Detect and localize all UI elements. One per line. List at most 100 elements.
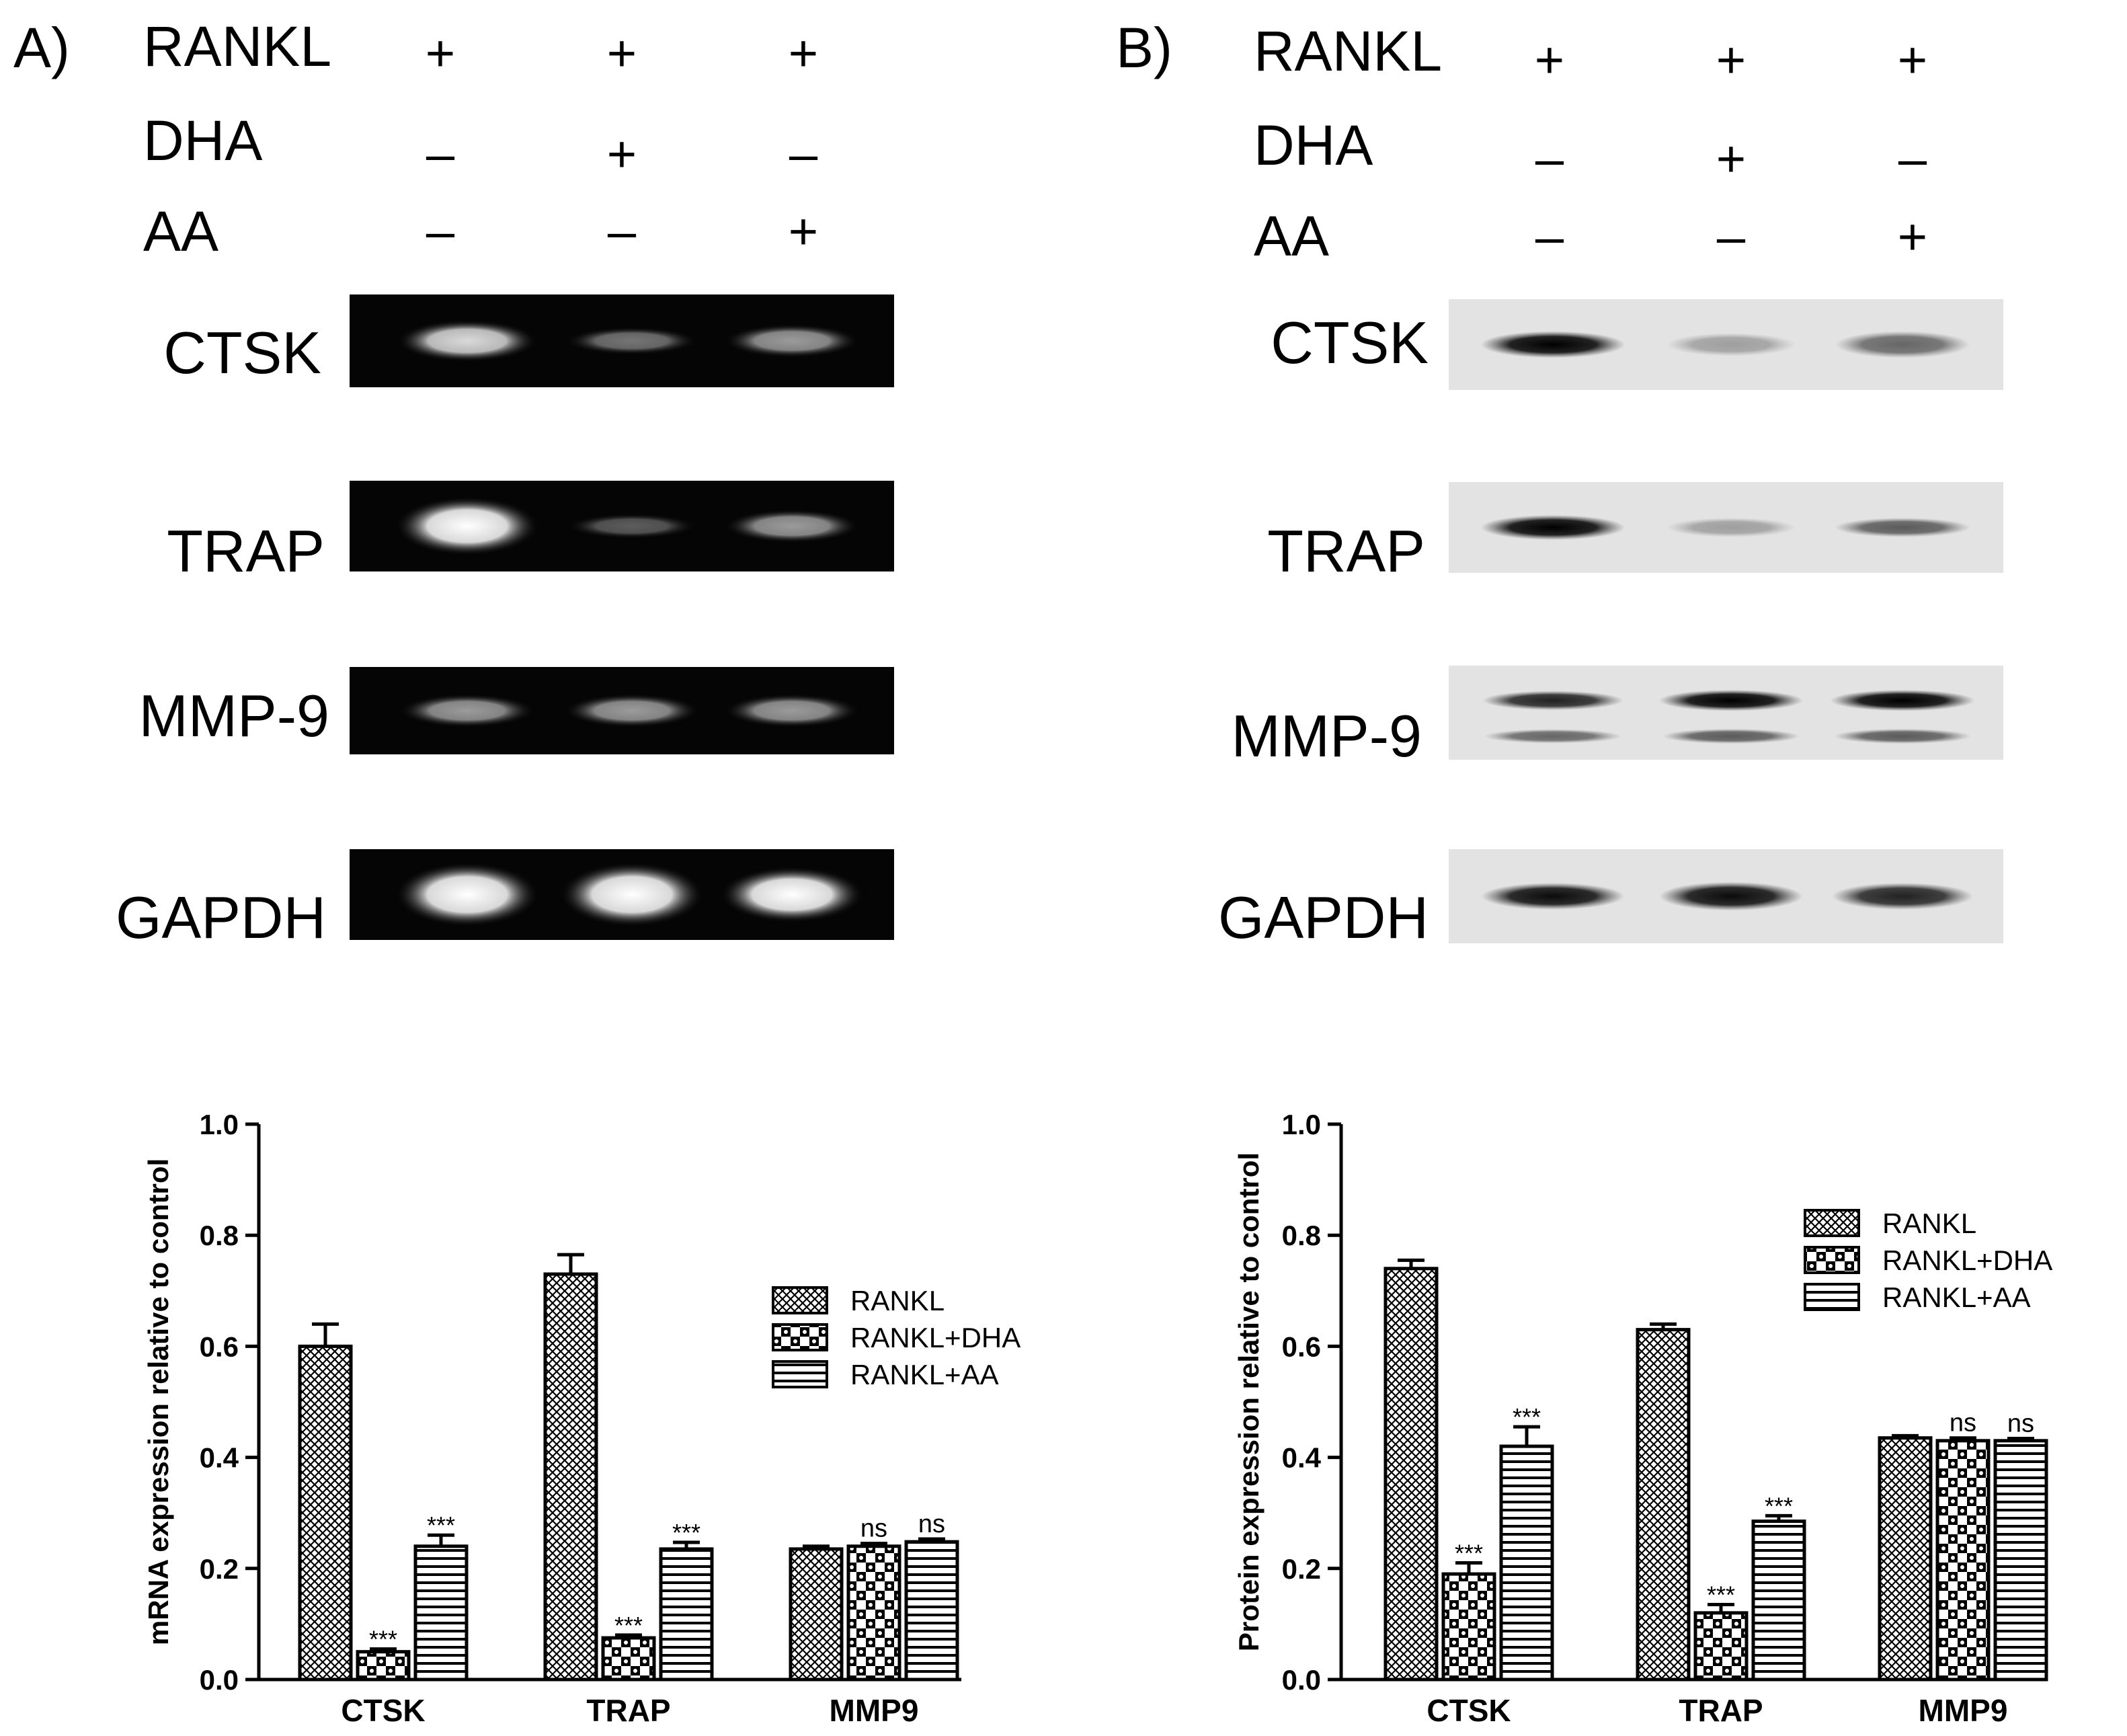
a-band-mmp-9-lane-2 xyxy=(563,694,700,727)
b-band-mmp-9-lane-2 xyxy=(1658,690,1804,711)
blot-a-label-trap: TRAP xyxy=(167,518,325,584)
y-tick-label: 1.0 xyxy=(1282,1109,1321,1140)
treatment-label-rankl-b: RANKL xyxy=(1254,19,1442,83)
a-band-ctsk-lane-1 xyxy=(396,319,538,362)
blot-a-label-mmp9: MMP-9 xyxy=(138,682,329,749)
panel-a-label: A) xyxy=(13,16,70,79)
bar-trap-rankl-aa xyxy=(659,1547,714,1682)
legend-label-rankl-aa: RANKL+AA xyxy=(1882,1281,2031,1313)
sign-b-rankl-1: + xyxy=(1535,32,1564,89)
bar-trap-rankl xyxy=(1636,1328,1691,1682)
b-band-mmp-9-lower-lane-1 xyxy=(1484,729,1622,744)
x-tick-label-ctsk: CTSK xyxy=(1427,1693,1511,1728)
y-tick-label: 0.8 xyxy=(200,1220,239,1251)
x-tick-label-mmp9: MMP9 xyxy=(830,1693,919,1728)
sign-a-dha-3: – xyxy=(789,126,818,183)
significance-label: *** xyxy=(672,1519,700,1546)
sign-a-dha-2: + xyxy=(607,126,637,183)
sign-a-aa-3: + xyxy=(789,203,818,260)
sign-b-rankl-3: + xyxy=(1898,32,1927,89)
significance-label: ns xyxy=(918,1510,945,1538)
legend: RANKL RANKL+DHA RANKL+AA xyxy=(772,1285,1020,1390)
legend-swatch-rankl-aa xyxy=(1804,1283,1860,1311)
bar-mmp9-rankl xyxy=(1878,1436,1933,1682)
treatment-label-dha-b: DHA xyxy=(1254,114,1373,177)
y-axis-label: mRNA expression relative to control xyxy=(143,1158,174,1645)
legend-swatch-rankl xyxy=(772,1286,828,1314)
bar-chart-protein: 0.0 0.2 0.4 0.6 0.8 1.0 Protein expression rel… xyxy=(1233,1109,2052,1728)
sign-b-aa-2: – xyxy=(1717,208,1746,266)
x-tick-label-trap: TRAP xyxy=(1679,1693,1763,1728)
b-blot-mmp-9-background xyxy=(1449,666,2003,760)
blot-b-label-gapdh: GAPDH xyxy=(1218,884,1429,951)
panel-b: B) RANKL DHA AA + + + – + – – – + CTSK T… xyxy=(1116,16,2003,951)
blot-b-label-mmp9: MMP-9 xyxy=(1231,703,1422,769)
bar-trap-rankl-dha xyxy=(1693,1611,1749,1682)
a-band-gapdh-lane-1 xyxy=(395,862,540,927)
b-band-trap-lane-3 xyxy=(1834,518,1971,537)
y-tick-label: 0.0 xyxy=(200,1664,239,1696)
legend-label-rankl: RANKL xyxy=(850,1285,945,1316)
bar-mmp9-rankl-dha xyxy=(846,1544,901,1682)
legend-swatch-rankl xyxy=(1804,1209,1860,1237)
b-band-ctsk-lane-1 xyxy=(1480,331,1626,358)
b-band-ctsk-lane-3 xyxy=(1835,331,1970,358)
bar-trap-rankl-aa xyxy=(1751,1520,1806,1682)
sign-b-dha-2: + xyxy=(1716,130,1746,188)
sign-a-aa-2: – xyxy=(608,203,637,260)
b-band-ctsk-lane-2 xyxy=(1666,333,1796,356)
x-tick-label-trap: TRAP xyxy=(586,1693,670,1728)
legend-label-rankl-aa: RANKL+AA xyxy=(850,1359,999,1390)
sign-a-rankl-1: + xyxy=(426,25,455,82)
y-tick-label: 0.4 xyxy=(1282,1442,1322,1474)
a-band-ctsk-lane-2 xyxy=(565,327,698,355)
sign-b-dha-3: – xyxy=(1898,130,1927,188)
bar-mmp9-rankl-aa xyxy=(1993,1439,2048,1682)
y-tick-label: 0.2 xyxy=(200,1553,239,1585)
a-band-mmp-9-lane-3 xyxy=(723,694,860,727)
a-band-gapdh-lane-2 xyxy=(559,862,705,927)
b-band-mmp-9-lower-lane-2 xyxy=(1662,728,1800,744)
b-band-mmp-9-lane-3 xyxy=(1830,690,1975,711)
b-band-gapdh-lane-1 xyxy=(1481,883,1625,910)
b-band-gapdh-lane-2 xyxy=(1659,881,1803,911)
legend-swatch-rankl-dha xyxy=(1804,1246,1860,1274)
bar-mmp9-rankl-dha xyxy=(1935,1439,1991,1682)
a-band-gapdh-lane-3 xyxy=(719,866,865,923)
bar-trap-rankl-dha xyxy=(601,1636,656,1682)
panel-b-label: B) xyxy=(1116,16,1172,79)
bar-mmp9-rankl-aa xyxy=(904,1540,959,1682)
sign-b-rankl-2: + xyxy=(1716,32,1746,89)
bar-ctsk-rankl-dha xyxy=(356,1650,411,1682)
significance-label: *** xyxy=(1513,1403,1541,1431)
sign-a-aa-1: – xyxy=(426,203,455,260)
bar-ctsk-rankl-dha xyxy=(1441,1572,1496,1682)
treatment-label-dha: DHA xyxy=(143,109,262,172)
bar-chart-mrna: 0.0 0.2 0.4 0.6 0.8 1.0 mRNA expression relati… xyxy=(143,1109,1020,1728)
b-band-mmp-9-lower-lane-3 xyxy=(1833,728,1972,744)
sign-b-aa-1: – xyxy=(1535,208,1564,266)
a-band-trap-lane-3 xyxy=(723,509,860,543)
significance-label: ns xyxy=(860,1515,887,1543)
significance-label: ns xyxy=(2007,1410,2034,1438)
bar-ctsk-rankl-aa xyxy=(1499,1444,1554,1682)
bar-ctsk-rankl xyxy=(298,1344,353,1682)
significance-label: *** xyxy=(1455,1540,1483,1567)
y-tick-label: 0.2 xyxy=(1282,1553,1321,1585)
sign-b-aa-3: + xyxy=(1898,208,1927,266)
panel-a: A) RANKL DHA AA + + + – + – – – + CTSK T… xyxy=(13,15,894,951)
b-band-mmp-9-lane-1 xyxy=(1482,691,1624,711)
sign-a-rankl-2: + xyxy=(607,25,637,82)
y-tick-label: 0.0 xyxy=(1282,1664,1321,1696)
y-tick-label: 0.8 xyxy=(1282,1220,1321,1251)
y-tick-label: 0.6 xyxy=(200,1331,239,1362)
y-tick-label: 0.6 xyxy=(1282,1331,1321,1362)
b-band-trap-lane-1 xyxy=(1480,514,1626,541)
legend: RANKL RANKL+DHA RANKL+AA xyxy=(1804,1208,2052,1313)
legend-label-rankl: RANKL xyxy=(1882,1208,1976,1239)
y-tick-label: 1.0 xyxy=(200,1109,239,1140)
bar-ctsk-rankl-aa xyxy=(413,1544,469,1682)
x-tick-label-mmp9: MMP9 xyxy=(1919,1693,2008,1728)
sign-b-dha-1: – xyxy=(1535,130,1564,188)
blot-a-label-gapdh: GAPDH xyxy=(116,884,326,951)
